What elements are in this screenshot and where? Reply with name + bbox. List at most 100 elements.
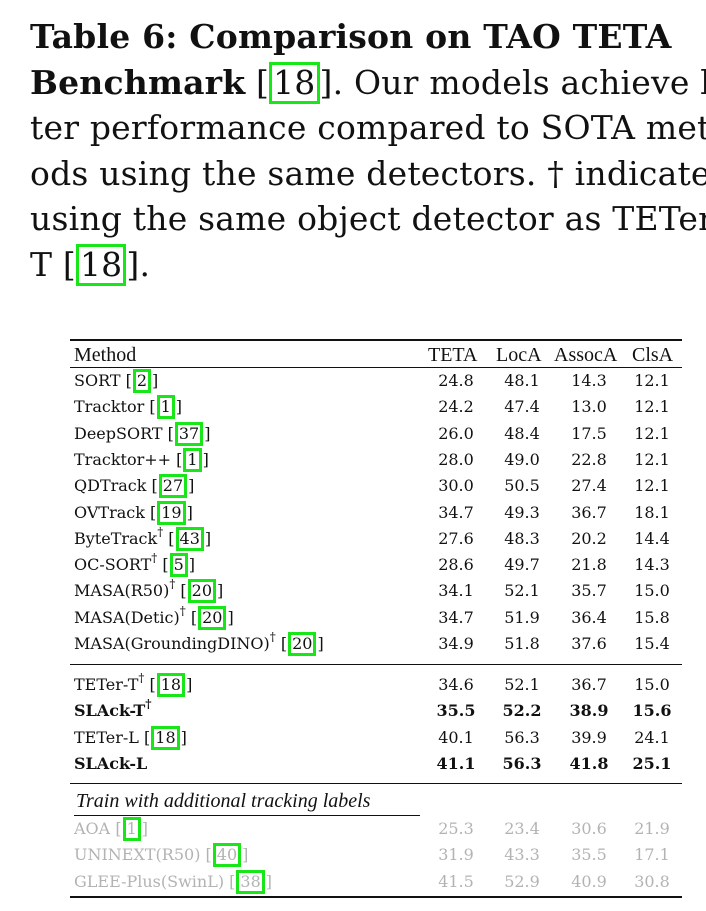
dagger-mark: †	[269, 630, 276, 644]
table-row: Tracktor [1] 24.2 47.4 13.0 12.1	[74, 394, 680, 420]
table-row: TETer-T† [18] 34.6 52.1 36.7 15.0	[74, 672, 680, 698]
metric-cell: 39.9	[571, 727, 607, 747]
metric-cell: 22.8	[571, 449, 607, 469]
metric-cell: 12.1	[634, 476, 670, 496]
metric-cell: 26.0	[438, 423, 474, 443]
citation-link[interactable]: 20	[198, 605, 227, 630]
header-teta: TETA	[428, 344, 478, 366]
metric-cell: 34.1	[438, 581, 474, 601]
metric-cell: 31.9	[438, 845, 474, 865]
table-row: SLAck-T† 35.5 52.2 38.9 15.6	[74, 698, 680, 724]
metric-cell: 40.9	[571, 871, 607, 891]
metric-cell: 15.4	[634, 634, 670, 653]
metric-cell: 37.6	[571, 634, 607, 653]
table-row: SORT [2] 24.8 48.1 14.3 12.1	[74, 368, 680, 394]
metric-cell: 15.8	[634, 607, 670, 627]
metric-cell: 30.6	[571, 819, 607, 838]
citation-link[interactable]: 18	[151, 725, 180, 750]
metric-cell: 21.9	[634, 819, 670, 838]
table-row: OC-SORT† [5] 28.6 49.7 21.8 14.3	[74, 552, 680, 578]
table-row: AOA [1] 25.3 23.4 30.6 21.9	[74, 816, 680, 842]
metric-cell: 28.6	[438, 555, 474, 575]
group-rule-2	[70, 783, 682, 784]
caption-line4: ods using the same detectors. † indicate…	[30, 153, 706, 193]
method-name: GLEE-Plus(SwinL) [38]	[74, 869, 272, 895]
method-name: SLAck-L	[74, 753, 148, 773]
table-row: MASA(GroundingDINO)† [20] 34.9 51.8 37.6 15.…	[74, 631, 680, 657]
metric-cell: 17.5	[571, 423, 607, 443]
caption-benchmark: Benchmark	[30, 62, 246, 102]
method-name: OC-SORT† [5]	[74, 552, 195, 578]
dagger-mark: †	[151, 551, 158, 566]
metric-cell: 12.1	[634, 449, 670, 469]
citation-link[interactable]: 37	[174, 421, 204, 446]
citation-link[interactable]: 43	[175, 526, 204, 551]
citation-link[interactable]: 1	[183, 447, 202, 472]
metric-cell: 52.9	[504, 871, 540, 891]
metric-cell: 47.4	[504, 397, 540, 417]
metric-cell: 51.9	[504, 607, 540, 627]
metric-cell: 48.1	[504, 371, 540, 390]
citation-link[interactable]: 18	[269, 61, 320, 104]
dagger-mark: †	[169, 577, 176, 592]
metric-cell: 12.1	[634, 423, 670, 443]
dagger-mark: †	[145, 697, 152, 712]
method-name: UNINEXT(R50) [40]	[74, 842, 248, 868]
table-header: Method TETA LocA AssocA ClsA	[74, 343, 680, 367]
citation-link[interactable]: 1	[156, 395, 175, 420]
header-method: Method	[74, 344, 137, 366]
citation-link[interactable]: 19	[157, 500, 186, 525]
metric-cell: 40.1	[438, 727, 474, 747]
metric-cell: 27.6	[438, 528, 474, 548]
metric-cell: 30.0	[438, 476, 474, 496]
table-row: QDTrack [27] 30.0 50.5 27.4 12.1	[74, 473, 680, 499]
metric-cell: 56.3	[504, 727, 540, 747]
metric-cell: 12.1	[634, 371, 670, 390]
metric-cell: 14.3	[571, 371, 607, 390]
citation-link[interactable]: 2	[132, 369, 152, 393]
metric-cell: 20.2	[571, 528, 607, 548]
metric-cell: 52.2	[502, 701, 542, 721]
metric-cell: 51.8	[504, 634, 540, 653]
method-name: Tracktor [1]	[74, 394, 182, 420]
citation-link[interactable]: 40	[212, 843, 242, 868]
metric-cell: 36.7	[571, 675, 607, 694]
caption-table-label: Table 6: Comparison on TAO TETA	[30, 17, 672, 56]
method-name: TETer-T† [18]	[74, 672, 192, 698]
citation-link[interactable]: 18	[156, 673, 186, 697]
metric-cell: 35.5	[571, 845, 607, 865]
metric-cell: 15.0	[634, 581, 670, 601]
metric-cell: 35.7	[571, 581, 607, 601]
citation-link[interactable]: 38	[236, 869, 265, 894]
metric-cell: 30.8	[634, 871, 670, 891]
subheading-underline	[74, 815, 420, 816]
metric-cell: 24.2	[438, 397, 474, 417]
metric-cell: 14.4	[634, 528, 670, 548]
citation-link[interactable]: 1	[122, 817, 141, 841]
metric-cell: 23.4	[504, 819, 540, 838]
table-row: GLEE-Plus(SwinL) [38] 41.5 52.9 40.9 30.8	[74, 869, 680, 895]
metric-cell: 50.5	[504, 476, 540, 496]
dagger-mark: †	[157, 524, 164, 539]
header-clsa: ClsA	[632, 344, 674, 366]
citation-link[interactable]: 18	[75, 243, 127, 286]
citation-link[interactable]: 5	[169, 553, 188, 578]
header-rule	[70, 367, 682, 368]
citation-link[interactable]: 20	[187, 579, 217, 604]
metric-cell: 25.1	[632, 753, 672, 773]
metric-cell: 36.4	[571, 607, 607, 627]
citation-link[interactable]: 27	[158, 474, 188, 499]
metric-cell: 35.5	[436, 701, 476, 721]
table-row: OVTrack [19] 34.7 49.3 36.7 18.1	[74, 500, 680, 526]
metric-cell: 41.5	[438, 871, 474, 891]
method-name: AOA [1]	[74, 816, 148, 842]
caption-line3: ter performance compared to SOTA meth-	[30, 108, 706, 147]
metric-cell: 34.7	[438, 607, 474, 627]
citation-link[interactable]: 20	[288, 632, 317, 656]
metric-cell: 18.1	[634, 502, 670, 522]
table-caption: Table 6: Comparison on TAO TETA Benchmar…	[30, 14, 706, 287]
metric-cell: 56.3	[502, 753, 542, 773]
table-row: MASA(Detic)† [20] 34.7 51.9 36.4 15.8	[74, 605, 680, 631]
header-loca: LocA	[496, 344, 542, 366]
method-name: ByteTrack† [43]	[74, 526, 211, 552]
